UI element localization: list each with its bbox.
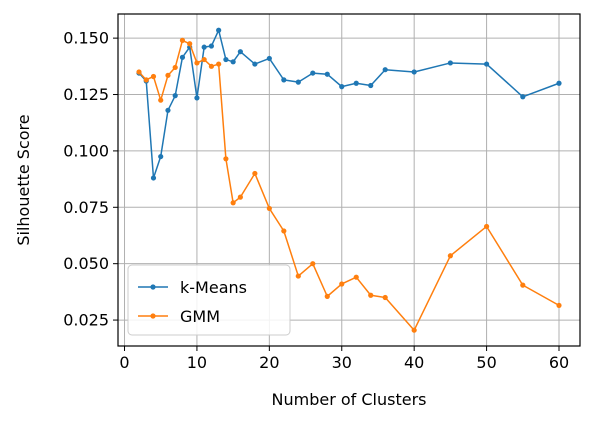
y-tick-label: 0.075 xyxy=(63,198,109,217)
data-point xyxy=(325,294,330,299)
x-axis-label: Number of Clusters xyxy=(272,390,427,409)
y-tick-label: 0.100 xyxy=(63,141,109,160)
data-point xyxy=(383,295,388,300)
data-point xyxy=(194,60,199,65)
data-point xyxy=(151,74,156,79)
data-point xyxy=(296,80,301,85)
data-point xyxy=(281,228,286,233)
data-point xyxy=(368,293,373,298)
data-point xyxy=(281,77,286,82)
data-point xyxy=(296,273,301,278)
data-point xyxy=(209,64,214,69)
data-point xyxy=(209,43,214,48)
y-axis-label: Silhouette Score xyxy=(14,114,33,245)
data-point xyxy=(412,328,417,333)
data-point xyxy=(448,60,453,65)
data-point xyxy=(144,77,149,82)
legend-marker xyxy=(150,313,155,318)
data-point xyxy=(339,281,344,286)
data-point xyxy=(383,67,388,72)
data-point xyxy=(216,28,221,33)
data-point xyxy=(231,200,236,205)
data-point xyxy=(484,224,489,229)
data-point xyxy=(136,69,141,74)
data-point xyxy=(202,57,207,62)
data-point xyxy=(267,56,272,61)
data-point xyxy=(158,98,163,103)
data-point xyxy=(231,59,236,64)
x-tick-label: 0 xyxy=(119,353,129,372)
data-point xyxy=(310,70,315,75)
data-point xyxy=(354,81,359,86)
data-point xyxy=(556,81,561,86)
x-tick-label: 60 xyxy=(549,353,569,372)
data-point xyxy=(165,108,170,113)
data-point xyxy=(238,49,243,54)
data-point xyxy=(267,206,272,211)
legend-marker xyxy=(150,284,155,289)
data-point xyxy=(158,154,163,159)
data-point xyxy=(339,84,344,89)
data-point xyxy=(556,303,561,308)
legend-label: GMM xyxy=(180,307,220,326)
data-point xyxy=(520,283,525,288)
data-point xyxy=(252,61,257,66)
data-point xyxy=(354,275,359,280)
data-point xyxy=(165,73,170,78)
data-point xyxy=(368,83,373,88)
x-tick-label: 30 xyxy=(332,353,352,372)
data-point xyxy=(216,61,221,66)
data-point xyxy=(202,45,207,50)
data-point xyxy=(238,195,243,200)
data-point xyxy=(187,41,192,46)
data-point xyxy=(223,57,228,62)
x-tick-label: 10 xyxy=(187,353,207,372)
data-point xyxy=(223,156,228,161)
data-point xyxy=(173,93,178,98)
x-tick-label: 40 xyxy=(404,353,424,372)
data-point xyxy=(151,175,156,180)
data-point xyxy=(484,61,489,66)
y-tick-label: 0.150 xyxy=(63,29,109,48)
y-tick-label: 0.050 xyxy=(63,254,109,273)
y-tick-label: 0.025 xyxy=(63,311,109,330)
x-tick-label: 50 xyxy=(476,353,496,372)
legend: k-Means GMM xyxy=(128,265,290,335)
data-point xyxy=(194,95,199,100)
data-point xyxy=(173,65,178,70)
data-point xyxy=(252,171,257,176)
data-point xyxy=(180,55,185,60)
x-tick-label: 20 xyxy=(259,353,279,372)
data-point xyxy=(520,94,525,99)
data-point xyxy=(180,38,185,43)
legend-label: k-Means xyxy=(180,278,247,297)
y-tick-label: 0.125 xyxy=(63,85,109,104)
data-point xyxy=(412,69,417,74)
data-point xyxy=(325,72,330,77)
data-point xyxy=(310,261,315,266)
data-point xyxy=(448,253,453,258)
